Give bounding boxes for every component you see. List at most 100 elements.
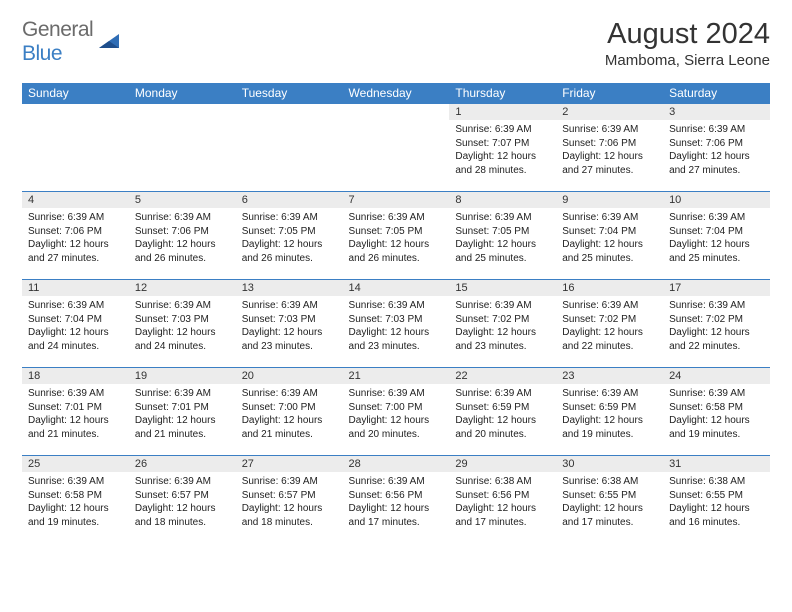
day-number: 11 — [22, 280, 129, 296]
calendar-day-cell: 16Sunrise: 6:39 AMSunset: 7:02 PMDayligh… — [556, 280, 663, 368]
day-number: 19 — [129, 368, 236, 384]
sunset-text: Sunset: 6:59 PM — [562, 401, 657, 415]
day-details: Sunrise: 6:39 AMSunset: 7:02 PMDaylight:… — [663, 296, 770, 357]
day-number: 23 — [556, 368, 663, 384]
sunset-text: Sunset: 7:06 PM — [562, 137, 657, 151]
day-of-week-header: Sunday — [22, 83, 129, 104]
day-number: 20 — [236, 368, 343, 384]
calendar-day-cell: 8Sunrise: 6:39 AMSunset: 7:05 PMDaylight… — [449, 192, 556, 280]
day-number: 15 — [449, 280, 556, 296]
day-number: 31 — [663, 456, 770, 472]
sunrise-text: Sunrise: 6:39 AM — [562, 299, 657, 313]
calendar-week-row: 11Sunrise: 6:39 AMSunset: 7:04 PMDayligh… — [22, 280, 770, 368]
day-number: 12 — [129, 280, 236, 296]
calendar-day-cell: 25Sunrise: 6:39 AMSunset: 6:58 PMDayligh… — [22, 456, 129, 544]
sunrise-text: Sunrise: 6:39 AM — [349, 475, 444, 489]
calendar-day-cell — [22, 104, 129, 192]
sunrise-text: Sunrise: 6:39 AM — [349, 299, 444, 313]
daylight-text: Daylight: 12 hours and 23 minutes. — [242, 326, 337, 353]
sunrise-text: Sunrise: 6:38 AM — [669, 475, 764, 489]
day-number: 21 — [343, 368, 450, 384]
daylight-text: Daylight: 12 hours and 23 minutes. — [455, 326, 550, 353]
calendar-day-cell: 27Sunrise: 6:39 AMSunset: 6:57 PMDayligh… — [236, 456, 343, 544]
day-details: Sunrise: 6:39 AMSunset: 7:03 PMDaylight:… — [343, 296, 450, 357]
day-number: 18 — [22, 368, 129, 384]
daylight-text: Daylight: 12 hours and 22 minutes. — [562, 326, 657, 353]
sunrise-text: Sunrise: 6:39 AM — [455, 387, 550, 401]
daylight-text: Daylight: 12 hours and 21 minutes. — [242, 414, 337, 441]
sunset-text: Sunset: 7:00 PM — [349, 401, 444, 415]
daylight-text: Daylight: 12 hours and 20 minutes. — [349, 414, 444, 441]
day-of-week-header: Tuesday — [236, 83, 343, 104]
logo: General Blue — [22, 18, 123, 66]
day-of-week-header-row: SundayMondayTuesdayWednesdayThursdayFrid… — [22, 83, 770, 104]
sunset-text: Sunset: 6:59 PM — [455, 401, 550, 415]
daylight-text: Daylight: 12 hours and 17 minutes. — [562, 502, 657, 529]
day-details: Sunrise: 6:39 AMSunset: 7:05 PMDaylight:… — [236, 208, 343, 269]
calendar-day-cell: 19Sunrise: 6:39 AMSunset: 7:01 PMDayligh… — [129, 368, 236, 456]
day-details: Sunrise: 6:39 AMSunset: 7:03 PMDaylight:… — [236, 296, 343, 357]
day-number: 14 — [343, 280, 450, 296]
day-number — [343, 104, 450, 108]
sunset-text: Sunset: 7:02 PM — [669, 313, 764, 327]
calendar-week-row: 4Sunrise: 6:39 AMSunset: 7:06 PMDaylight… — [22, 192, 770, 280]
daylight-text: Daylight: 12 hours and 23 minutes. — [349, 326, 444, 353]
day-details: Sunrise: 6:39 AMSunset: 7:06 PMDaylight:… — [22, 208, 129, 269]
sunset-text: Sunset: 7:04 PM — [669, 225, 764, 239]
sunrise-text: Sunrise: 6:39 AM — [135, 475, 230, 489]
calendar-day-cell: 14Sunrise: 6:39 AMSunset: 7:03 PMDayligh… — [343, 280, 450, 368]
daylight-text: Daylight: 12 hours and 16 minutes. — [669, 502, 764, 529]
logo-sail-icon — [97, 31, 123, 53]
sunrise-text: Sunrise: 6:39 AM — [28, 387, 123, 401]
day-details: Sunrise: 6:39 AMSunset: 6:57 PMDaylight:… — [129, 472, 236, 533]
calendar-day-cell: 17Sunrise: 6:39 AMSunset: 7:02 PMDayligh… — [663, 280, 770, 368]
day-details: Sunrise: 6:38 AMSunset: 6:56 PMDaylight:… — [449, 472, 556, 533]
day-number: 7 — [343, 192, 450, 208]
day-details: Sunrise: 6:39 AMSunset: 7:07 PMDaylight:… — [449, 120, 556, 181]
sunset-text: Sunset: 7:07 PM — [455, 137, 550, 151]
sunset-text: Sunset: 7:02 PM — [455, 313, 550, 327]
daylight-text: Daylight: 12 hours and 27 minutes. — [669, 150, 764, 177]
daylight-text: Daylight: 12 hours and 17 minutes. — [455, 502, 550, 529]
daylight-text: Daylight: 12 hours and 25 minutes. — [562, 238, 657, 265]
daylight-text: Daylight: 12 hours and 19 minutes. — [562, 414, 657, 441]
day-number: 16 — [556, 280, 663, 296]
daylight-text: Daylight: 12 hours and 25 minutes. — [669, 238, 764, 265]
sunrise-text: Sunrise: 6:39 AM — [135, 387, 230, 401]
calendar-day-cell: 31 Sunrise: 6:38 AMSunset: 6:55 PMDayligh… — [663, 456, 770, 544]
day-details: Sunrise: 6:39 AMSunset: 7:03 PMDaylight:… — [129, 296, 236, 357]
sunrise-text: Sunrise: 6:39 AM — [135, 299, 230, 313]
month-title: August 2024 — [605, 18, 770, 51]
day-details: Sunrise: 6:39 AMSunset: 6:56 PMDaylight:… — [343, 472, 450, 533]
location-subtitle: Mamboma, Sierra Leone — [605, 52, 770, 69]
sunset-text: Sunset: 6:58 PM — [669, 401, 764, 415]
calendar-day-cell: 12Sunrise: 6:39 AMSunset: 7:03 PMDayligh… — [129, 280, 236, 368]
daylight-text: Daylight: 12 hours and 25 minutes. — [455, 238, 550, 265]
calendar-day-cell: 6Sunrise: 6:39 AMSunset: 7:05 PMDaylight… — [236, 192, 343, 280]
day-details: Sunrise: 6:39 AMSunset: 7:04 PMDaylight:… — [556, 208, 663, 269]
daylight-text: Daylight: 12 hours and 27 minutes. — [28, 238, 123, 265]
sunset-text: Sunset: 6:55 PM — [669, 489, 764, 503]
daylight-text: Daylight: 12 hours and 26 minutes. — [242, 238, 337, 265]
sunrise-text: Sunrise: 6:39 AM — [669, 211, 764, 225]
day-details: Sunrise: 6:39 AMSunset: 7:04 PMDaylight:… — [22, 296, 129, 357]
day-details: Sunrise: 6:39 AMSunset: 7:02 PMDaylight:… — [556, 296, 663, 357]
day-details: Sunrise: 6:39 AMSunset: 7:05 PMDaylight:… — [449, 208, 556, 269]
sunset-text: Sunset: 7:06 PM — [135, 225, 230, 239]
sunset-text: Sunset: 7:05 PM — [455, 225, 550, 239]
day-number: 5 — [129, 192, 236, 208]
calendar-day-cell: 10Sunrise: 6:39 AMSunset: 7:04 PMDayligh… — [663, 192, 770, 280]
calendar-day-cell: 23Sunrise: 6:39 AMSunset: 6:59 PMDayligh… — [556, 368, 663, 456]
calendar-day-cell — [343, 104, 450, 192]
calendar-body: 1Sunrise: 6:39 AMSunset: 7:07 PMDaylight… — [22, 104, 770, 544]
day-number: 4 — [22, 192, 129, 208]
calendar-day-cell: 11Sunrise: 6:39 AMSunset: 7:04 PMDayligh… — [22, 280, 129, 368]
sunrise-text: Sunrise: 6:39 AM — [669, 387, 764, 401]
sunset-text: Sunset: 6:58 PM — [28, 489, 123, 503]
day-number: 6 — [236, 192, 343, 208]
sunrise-text: Sunrise: 6:39 AM — [349, 211, 444, 225]
day-number: 28 — [343, 456, 450, 472]
sunrise-text: Sunrise: 6:39 AM — [669, 123, 764, 137]
daylight-text: Daylight: 12 hours and 18 minutes. — [135, 502, 230, 529]
day-number: 25 — [22, 456, 129, 472]
